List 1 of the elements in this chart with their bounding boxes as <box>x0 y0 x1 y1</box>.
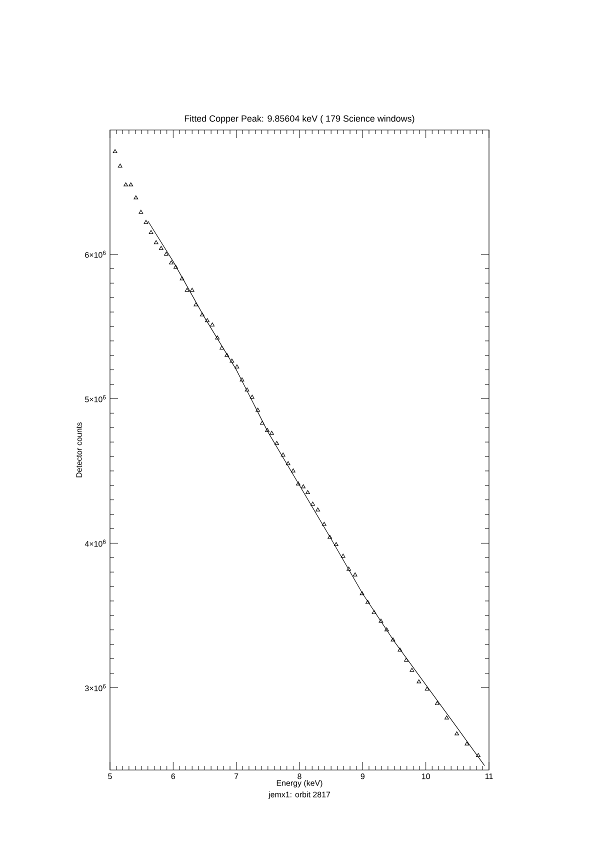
chart-title: Fitted Copper Peak: 9.85604 keV ( 179 Science windows) <box>184 115 414 124</box>
